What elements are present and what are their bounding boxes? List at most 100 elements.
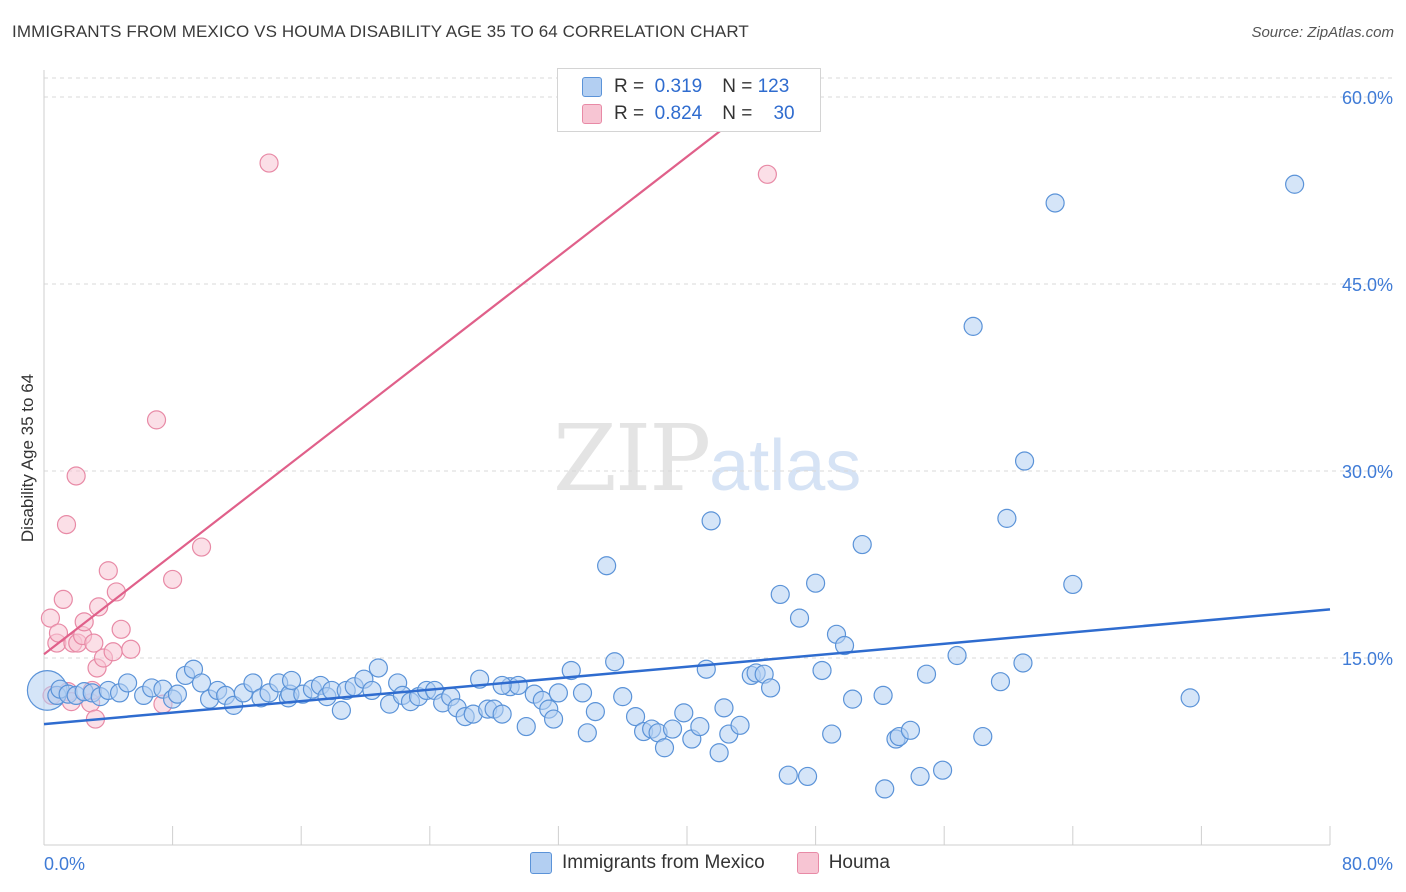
data-point [577,723,597,743]
legend-n-label: N = [722,76,753,97]
x-ticks [43,826,1331,845]
legend-r-value: 0.319 [654,76,703,97]
series-label-mexico: Immigrants from Mexico [562,852,765,873]
y-tick-label: 45.0% [1342,275,1393,295]
data-point [572,683,593,703]
data-point [690,716,710,737]
data-point [900,720,921,740]
data-point [167,684,188,704]
data-point [973,726,993,747]
legend-n-label: N = [722,103,753,124]
data-point [548,683,569,703]
legend-n-value: 30 [773,103,795,124]
data-point [492,704,512,724]
data-point [53,589,73,610]
data-point [1014,451,1035,471]
data-point [789,608,810,628]
data-point [362,680,382,701]
data-point [822,724,842,744]
data-point [1045,193,1065,213]
data-point [66,466,86,486]
data-point [163,569,183,590]
data-point [1180,688,1200,708]
data-point [834,635,855,656]
data-point [875,779,895,799]
data-point [797,766,818,787]
data-point [243,673,263,693]
watermark-zip: ZIP [553,405,711,512]
legend-row-mexico: R = 0.319 N = 123 [582,75,789,99]
watermark-atlas: atlas [709,426,862,506]
legend-r-value: 0.824 [654,103,703,124]
data-point [259,153,279,173]
data-point [56,515,77,535]
series-legend-mexico[interactable]: Immigrants from Mexico [530,852,765,874]
data-point [662,719,683,739]
data-point [281,670,302,691]
x-tick-label-max: 80.0% [1342,854,1393,874]
data-point [1063,574,1083,595]
y-tick-label: 30.0% [1342,462,1393,482]
data-point [709,743,729,763]
data-point [701,511,721,531]
data-point [191,537,212,557]
legend-r-label: R = [614,76,645,97]
data-point [98,561,118,581]
data-point [543,709,564,729]
y-tick-labels: 15.0% 30.0% 45.0% 60.0% [1342,88,1393,669]
data-point [117,673,138,693]
data-point [812,660,832,681]
data-point [947,645,967,666]
data-point [492,675,512,696]
data-point [674,703,694,723]
series-swatch-mexico [530,852,552,874]
series-label-houma: Houma [828,852,890,873]
data-point [654,738,675,758]
data-point [1285,174,1305,194]
data-point [1013,653,1033,673]
grid-lines [44,77,1393,659]
data-point [714,698,734,718]
data-point [368,658,388,678]
trend-line-houma [43,89,773,656]
data-point [990,672,1011,692]
chart-title: IMMIGRANTS FROM MEXICO VS HOUMA DISABILI… [12,22,749,41]
data-point [778,765,798,785]
data-point [963,316,983,336]
chart-source: Source: ZipAtlas.com [1251,24,1394,41]
series-swatch-houma [796,852,819,874]
y-tick-label: 60.0% [1342,88,1393,108]
trend-lines [43,89,1331,726]
zipatlas-watermark: ZIPatlas [553,405,861,512]
data-point [331,700,351,720]
trend-line-mexico [43,608,1331,726]
data-point [146,410,167,430]
data-point [561,660,581,681]
series-legend-houma[interactable]: Houma [796,852,890,874]
data-point [757,164,777,184]
legend-row-houma: R = 0.824 N = 30 [582,102,795,126]
data-point [997,508,1017,528]
x-tick-label-min: 0.0% [44,854,85,874]
data-point [40,608,61,628]
data-point [730,715,750,735]
data-point [516,716,536,737]
axes [43,70,1330,846]
data-point [89,597,109,617]
series-legend: Immigrants from Mexico Houma [530,852,922,874]
data-point [605,652,625,672]
data-point [842,689,863,709]
data-point [770,584,790,605]
legend-swatch-mexico [582,77,602,97]
legend-r-label: R = [614,103,645,124]
data-point [121,639,141,659]
stats-legend: R = 0.319 N = 123 R = 0.824 N = 30 [557,68,821,132]
data-point [916,664,937,684]
data-point [613,687,633,707]
data-point [103,642,123,662]
data-point [191,673,212,693]
data-point [932,760,953,780]
data-point [696,659,716,679]
data-point [111,619,131,639]
